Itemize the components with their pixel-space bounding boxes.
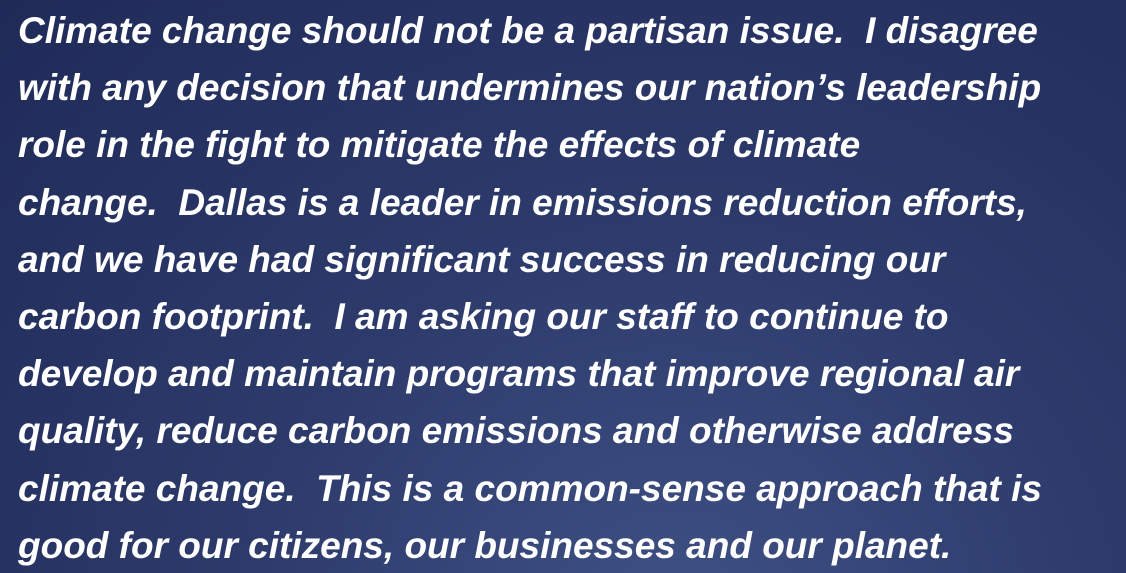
text-line: develop and maintain programs that impro… [18, 353, 1020, 395]
text-line: quality, reduce carbon emissions and oth… [18, 410, 1014, 452]
text-line: carbon footprint. I am asking our staff … [18, 296, 949, 337]
text-line: change. Dallas is a leader in emissions … [18, 181, 1027, 223]
text-line: good for our citizens, our businesses an… [18, 524, 952, 566]
text-line: and we have had significant success in r… [18, 238, 946, 280]
text-line: Climate change should not be a partisan … [18, 10, 1038, 51]
text-line: role in the fight to mitigate the effect… [18, 124, 861, 166]
text-line: with any decision that undermines our na… [18, 67, 1042, 109]
text-line: climate change. This is a common-sense a… [18, 467, 1042, 509]
